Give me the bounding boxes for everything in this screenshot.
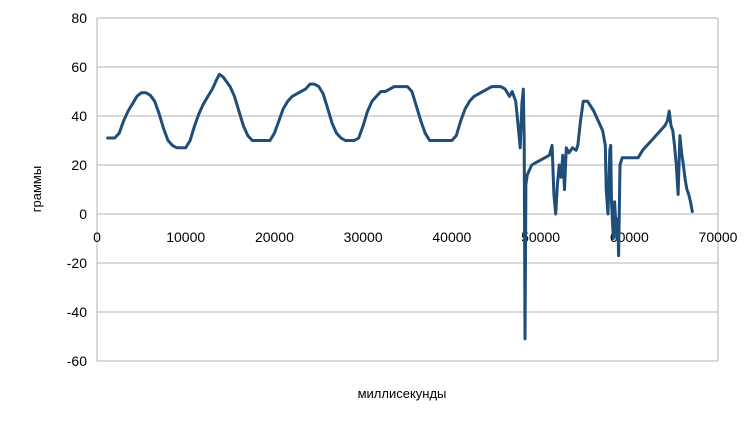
y-tick-label: 0 — [79, 206, 87, 222]
x-tick-label: 0 — [93, 229, 101, 245]
y-tick-label: 40 — [71, 108, 87, 124]
x-axis-title: миллисекунды — [358, 386, 447, 401]
plot-area-frame — [96, 18, 719, 361]
y-tick-label: 80 — [71, 10, 87, 26]
x-tick-label: 10000 — [166, 229, 205, 245]
gridlines — [97, 17, 718, 362]
series-line — [106, 72, 694, 341]
y-tick-label: 20 — [71, 157, 87, 173]
x-tick-label: 30000 — [344, 229, 383, 245]
x-tick-label: 40000 — [432, 229, 471, 245]
x-axis-tick-labels: 0 10000 20000 30000 40000 50000 60000 70000 — [93, 229, 738, 245]
y-axis-tick-labels: -60 -40 -20 0 20 40 60 80 — [67, 10, 87, 369]
series-group — [106, 72, 694, 341]
y-axis-title: граммы — [29, 166, 44, 212]
y-tick-label: -20 — [67, 255, 87, 271]
x-tick-label: 20000 — [255, 229, 294, 245]
y-tick-label: 60 — [71, 59, 87, 75]
x-tick-label: 70000 — [699, 229, 738, 245]
x-tick-label: 50000 — [521, 229, 560, 245]
y-tick-label: -40 — [67, 304, 87, 320]
y-tick-label: -60 — [67, 353, 87, 369]
